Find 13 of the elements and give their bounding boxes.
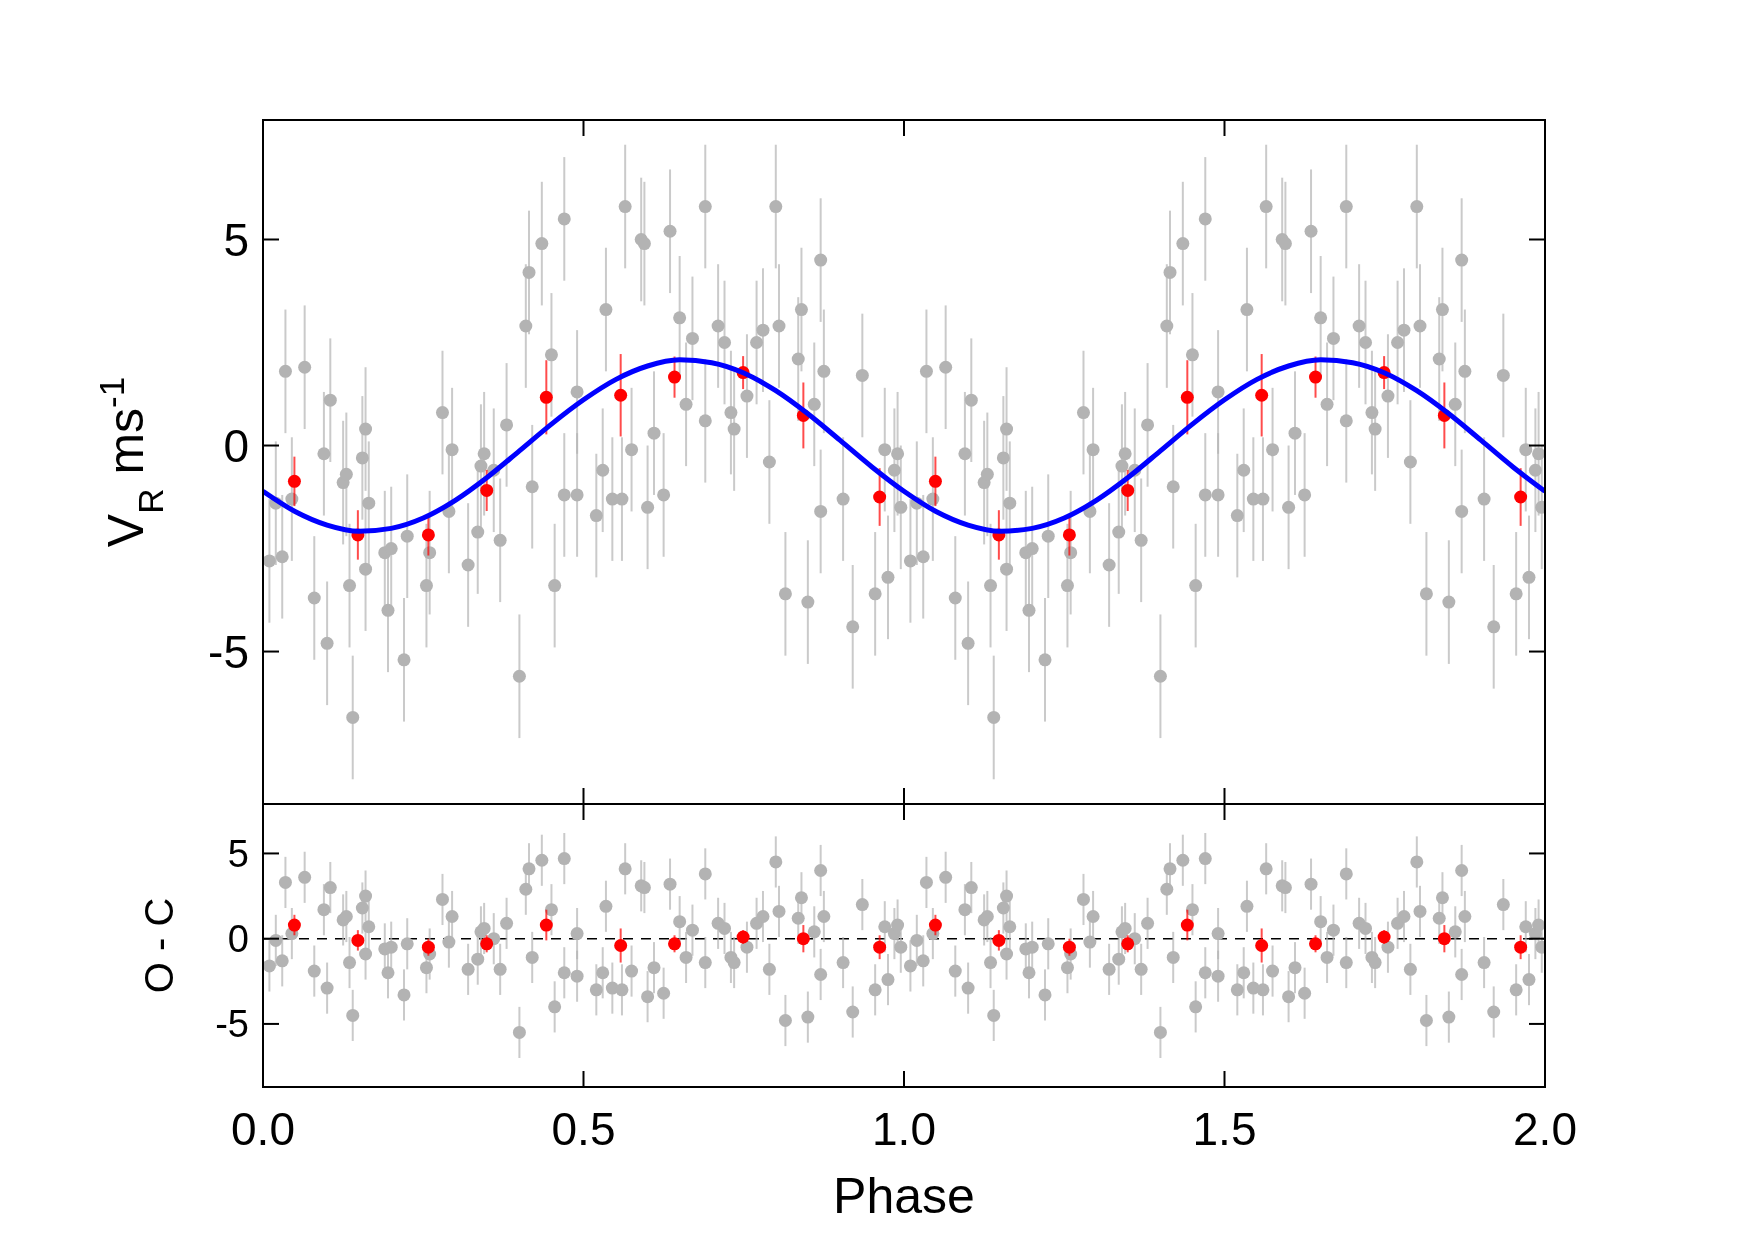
y-tick-label: 5 — [223, 213, 249, 266]
y-axis-title: O - C — [137, 897, 181, 994]
y-tick-label: -5 — [215, 1003, 249, 1046]
y-tick-label: 0 — [227, 917, 249, 960]
y-tick-label: 5 — [227, 832, 249, 875]
x-tick-label: 0.0 — [231, 1103, 295, 1155]
x-tick-label: 1.5 — [1192, 1103, 1257, 1155]
x-tick-label: 0.5 — [551, 1103, 616, 1155]
y-tick-label: -5 — [208, 625, 249, 678]
y-tick-label: 0 — [223, 419, 249, 472]
x-tick-label: 2.0 — [1513, 1103, 1577, 1155]
x-tick-label: 1.0 — [872, 1103, 936, 1155]
x-axis-title: Phase — [833, 1168, 975, 1224]
